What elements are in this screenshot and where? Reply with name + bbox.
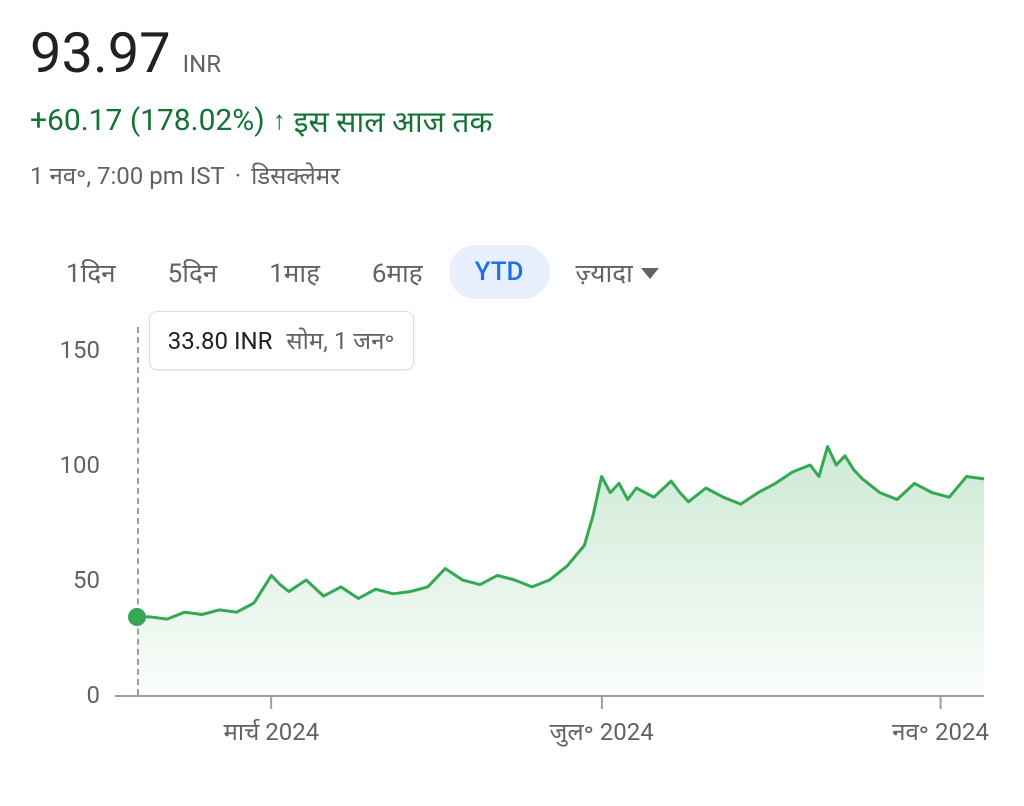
hover-dot-icon <box>128 608 146 626</box>
change-row: +60.17 (178.02%) ↑ इस साल आज तक <box>30 100 994 141</box>
x-tick: नव॰ 2024 <box>892 697 989 748</box>
tooltip-price: 33.80 INR <box>168 327 273 355</box>
x-tick-mark <box>601 697 603 709</box>
chart-area: 0 50 100 150 33.80 INR सोम, 1 जन॰ मार्च 202… <box>30 327 994 747</box>
time-range-tabs: 1दिन 5दिन 1माह 6माह YTD ज़्यादा <box>30 242 994 302</box>
period-label: इस साल आज तक <box>294 100 493 141</box>
x-tick: मार्च 2024 <box>224 697 320 748</box>
tab-1माह[interactable]: 1माह <box>243 242 346 302</box>
tab-label: 1माह <box>269 259 320 289</box>
x-tick-label: जुल॰ 2024 <box>550 715 654 748</box>
tab-label: 1दिन <box>66 259 116 289</box>
chart-plot[interactable]: 33.80 INR सोम, 1 जन॰ <box>115 327 984 697</box>
current-price: 93.97 <box>30 20 171 86</box>
x-tick: जुल॰ 2024 <box>550 697 654 748</box>
timestamp: 1 नव॰, 7:00 pm IST <box>30 159 225 192</box>
tooltip-date: सोम, 1 जन॰ <box>286 324 394 357</box>
tab-1दिन[interactable]: 1दिन <box>40 242 142 302</box>
price-header: 93.97 INR +60.17 (178.02%) ↑ इस साल आज त… <box>30 20 994 192</box>
timestamp-row: 1 नव॰, 7:00 pm IST · डिसक्लेमर <box>30 159 994 192</box>
disclaimer-link[interactable]: डिसक्लेमर <box>251 159 340 192</box>
x-axis: मार्च 2024जुल॰ 2024नव॰ 2024 <box>115 697 984 747</box>
tab-label: YTD <box>475 257 524 287</box>
line-chart-svg <box>115 327 984 695</box>
tab-label: ज़्यादा <box>576 254 633 290</box>
tab-label: 5दिन <box>168 259 218 289</box>
y-tick-label: 150 <box>60 336 100 364</box>
x-tick-mark <box>940 697 942 709</box>
up-arrow-icon: ↑ <box>273 105 286 136</box>
x-tick-label: मार्च 2024 <box>224 715 320 748</box>
y-tick-label: 50 <box>73 566 100 594</box>
y-tick-label: 0 <box>87 681 101 709</box>
price-row: 93.97 INR <box>30 20 994 86</box>
tab-ज़्यादा[interactable]: ज़्यादा <box>550 242 685 302</box>
tab-5दिन[interactable]: 5दिन <box>142 242 244 302</box>
separator-dot: · <box>235 162 241 190</box>
hover-guideline <box>137 327 139 695</box>
price-tooltip: 33.80 INR सोम, 1 जन॰ <box>149 311 414 370</box>
x-tick-mark <box>270 697 272 709</box>
chevron-down-icon <box>641 268 659 279</box>
tab-YTD[interactable]: YTD <box>449 245 550 299</box>
currency-label: INR <box>183 50 221 78</box>
x-tick-label: नव॰ 2024 <box>892 715 989 748</box>
tab-label: 6माह <box>372 259 423 289</box>
y-axis: 050100150 <box>30 327 110 695</box>
price-change: +60.17 (178.02%) <box>30 103 265 138</box>
tab-6माह[interactable]: 6माह <box>346 242 449 302</box>
y-tick-label: 100 <box>60 451 100 479</box>
